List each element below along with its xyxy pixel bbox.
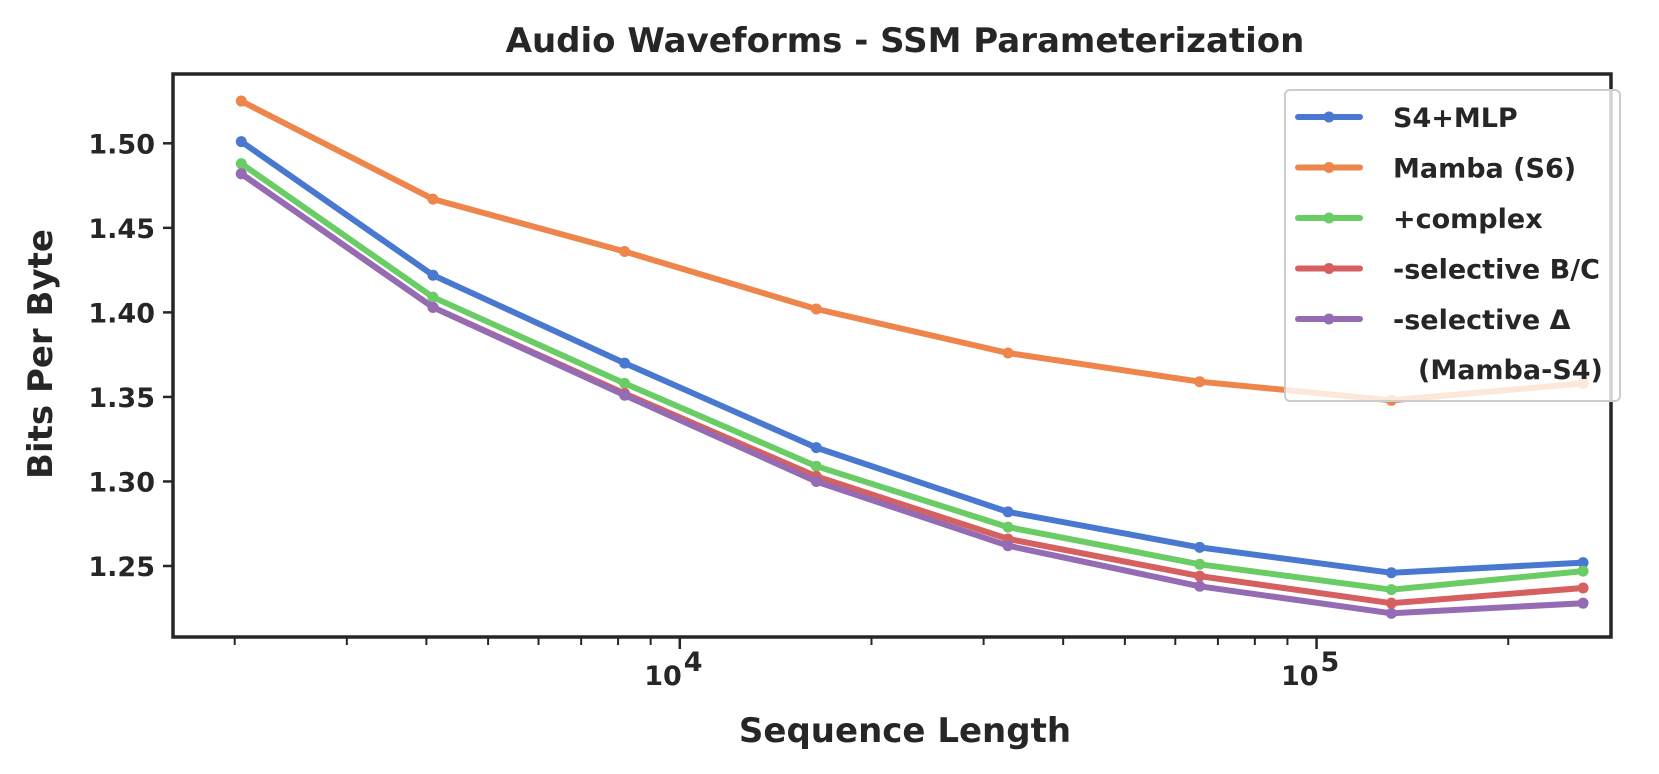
data-point xyxy=(427,301,439,313)
series-2 xyxy=(235,158,1589,596)
chart-title: Audio Waveforms - SSM Parameterization xyxy=(506,21,1305,61)
data-point xyxy=(1385,607,1397,619)
x-tick-label-base: 10 xyxy=(1281,661,1319,692)
series-4 xyxy=(235,168,1589,619)
data-point xyxy=(1577,597,1589,609)
legend-label: +complex xyxy=(1393,204,1543,235)
legend-entry: S4+MLP xyxy=(1295,103,1518,134)
x-tick-label: 10 5 xyxy=(1281,647,1339,692)
legend-label: Mamba (S6) xyxy=(1393,154,1576,185)
legend-entry: +complex xyxy=(1295,204,1543,235)
data-point xyxy=(619,389,631,401)
data-point xyxy=(235,95,247,107)
legend-marker xyxy=(1323,212,1335,224)
data-point xyxy=(619,357,631,369)
data-point xyxy=(427,291,439,303)
data-point xyxy=(1577,582,1589,594)
data-point xyxy=(810,442,822,454)
data-point xyxy=(619,246,631,258)
data-point xyxy=(235,168,247,180)
legend-marker xyxy=(1323,263,1335,274)
x-tick-label-base: 10 xyxy=(644,661,682,692)
legend-marker xyxy=(1323,111,1335,123)
data-point xyxy=(1385,584,1397,596)
legend-label-line2: (Mamba-S4) xyxy=(1418,355,1603,386)
y-tick-label: 1.35 xyxy=(88,383,155,414)
series-0 xyxy=(235,136,1589,579)
x-tick-label: 10 4 xyxy=(644,647,702,692)
data-point xyxy=(1194,580,1206,592)
data-point xyxy=(1002,347,1014,359)
legend-marker xyxy=(1323,162,1335,173)
data-point xyxy=(1002,540,1014,552)
y-tick-label: 1.25 xyxy=(88,552,155,583)
data-point xyxy=(810,303,822,315)
data-point xyxy=(1002,521,1014,533)
legend-entry: Mamba (S6) xyxy=(1295,154,1576,185)
x-tick-label-exponent: 4 xyxy=(684,647,703,678)
data-point xyxy=(1577,557,1589,569)
series-line xyxy=(238,170,1587,617)
data-point xyxy=(1385,597,1397,609)
data-point xyxy=(427,193,439,205)
data-point xyxy=(810,475,822,487)
legend-box xyxy=(1284,89,1621,402)
legend-entry: -selective B/C xyxy=(1295,255,1600,286)
x-axis-label: Sequence Length xyxy=(739,711,1071,751)
series-lines xyxy=(235,95,1589,619)
legend-marker xyxy=(1323,313,1335,325)
legend-label: -selective Δ xyxy=(1393,305,1571,336)
y-tick-label: 1.50 xyxy=(88,129,155,160)
data-point xyxy=(1577,565,1589,577)
data-point xyxy=(619,377,631,389)
data-point xyxy=(1194,541,1206,553)
data-point xyxy=(1385,567,1397,579)
y-tick-label: 1.40 xyxy=(88,298,155,329)
x-tick-label-exponent: 5 xyxy=(1321,647,1340,678)
data-point xyxy=(1194,570,1206,582)
y-axis-label: Bits Per Byte xyxy=(21,229,61,479)
y-tick-label: 1.30 xyxy=(88,467,155,498)
series-line xyxy=(238,138,1587,576)
data-point xyxy=(427,269,439,281)
legend-entry: -selective Δ (Mamba-S4) xyxy=(1295,305,1603,386)
data-point xyxy=(235,136,247,148)
data-point xyxy=(1194,558,1206,570)
data-point xyxy=(235,158,247,170)
y-tick-label: 1.45 xyxy=(88,214,155,245)
legend: S4+MLP Mamba (S6) +complex -selective B/C -s… xyxy=(1284,89,1621,402)
data-point xyxy=(1194,376,1206,388)
legend-label: S4+MLP xyxy=(1393,103,1518,134)
data-point xyxy=(810,460,822,472)
data-point xyxy=(1002,506,1014,518)
legend-label: -selective B/C xyxy=(1393,255,1600,286)
series-line xyxy=(238,160,1587,593)
